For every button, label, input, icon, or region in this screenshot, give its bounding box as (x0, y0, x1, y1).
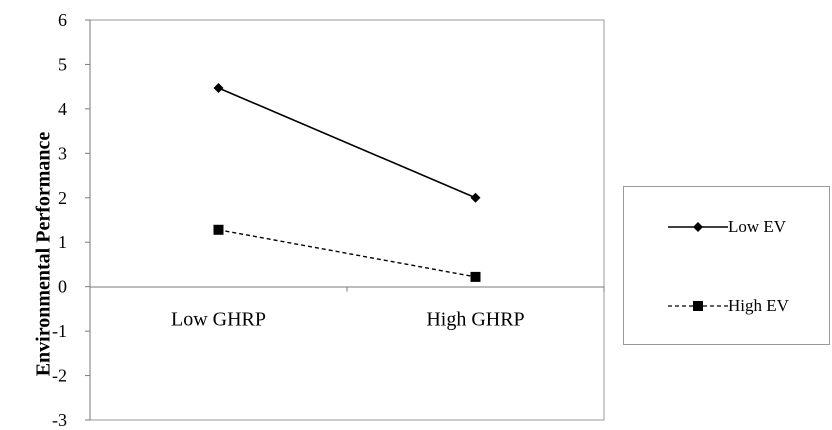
y-tick-label: -3 (52, 410, 67, 430)
y-tick-label: 4 (58, 99, 67, 119)
x-tick-label: High GHRP (426, 309, 524, 331)
series-line-low-ev (218, 87, 476, 199)
y-tick-label: -1 (52, 321, 67, 341)
legend-item-high-ev: High EV (624, 296, 831, 316)
legend-label-high-ev: High EV (728, 296, 789, 315)
legend-swatch-high-ev (668, 301, 728, 311)
legend-item-low-ev: Low EV (624, 217, 831, 237)
legend: Low EV High EV (623, 186, 830, 345)
legend-label-low-ev: Low EV (728, 217, 787, 236)
data-point-low-ev (213, 83, 224, 93)
y-tick-label: 3 (58, 143, 67, 163)
plot-area-frame (89, 19, 605, 421)
y-tick-label: 2 (58, 188, 67, 208)
legend-swatch-low-ev (668, 222, 728, 232)
x-tick-label: Low GHRP (171, 309, 266, 331)
series-line-high-ev (218, 229, 476, 278)
y-tick-label: 1 (58, 232, 67, 252)
y-tick-label: 0 (58, 277, 67, 297)
y-tick-label: 5 (58, 54, 67, 74)
y-tick-label: 6 (58, 10, 67, 30)
y-tick-label: -2 (52, 366, 67, 386)
data-point-high-ev (470, 271, 481, 282)
y-axis-title: Environmental Performance (32, 131, 55, 377)
data-point-high-ev (213, 224, 224, 235)
data-point-low-ev (470, 192, 481, 203)
